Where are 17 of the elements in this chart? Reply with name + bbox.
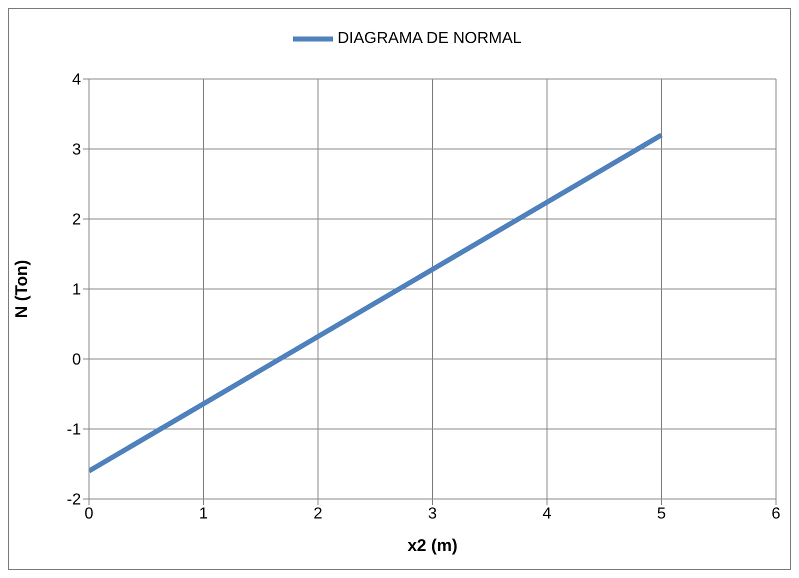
y-axis-title: N (Ton) (12, 260, 32, 318)
x-axis-title: x2 (m) (407, 536, 458, 555)
y-tick-label: -2 (66, 492, 82, 509)
x-tick-label: 1 (199, 505, 208, 522)
legend-label: DIAGRAMA DE NORMAL (337, 30, 522, 48)
x-tick-label: 2 (314, 505, 323, 522)
x-tick-label: 4 (542, 505, 552, 522)
y-tick-label: 1 (72, 282, 82, 299)
y-tick-label: 4 (72, 72, 82, 89)
x-tick-label: 0 (84, 505, 94, 522)
y-tick-label: -1 (66, 422, 82, 439)
x-tick-label: 6 (772, 505, 781, 522)
y-tick-label: 3 (72, 142, 82, 159)
y-tick-label: 0 (72, 352, 82, 369)
x-tick-label: 5 (657, 505, 666, 522)
y-tick-label: 2 (72, 212, 82, 229)
x-tick-label: 3 (428, 505, 438, 522)
